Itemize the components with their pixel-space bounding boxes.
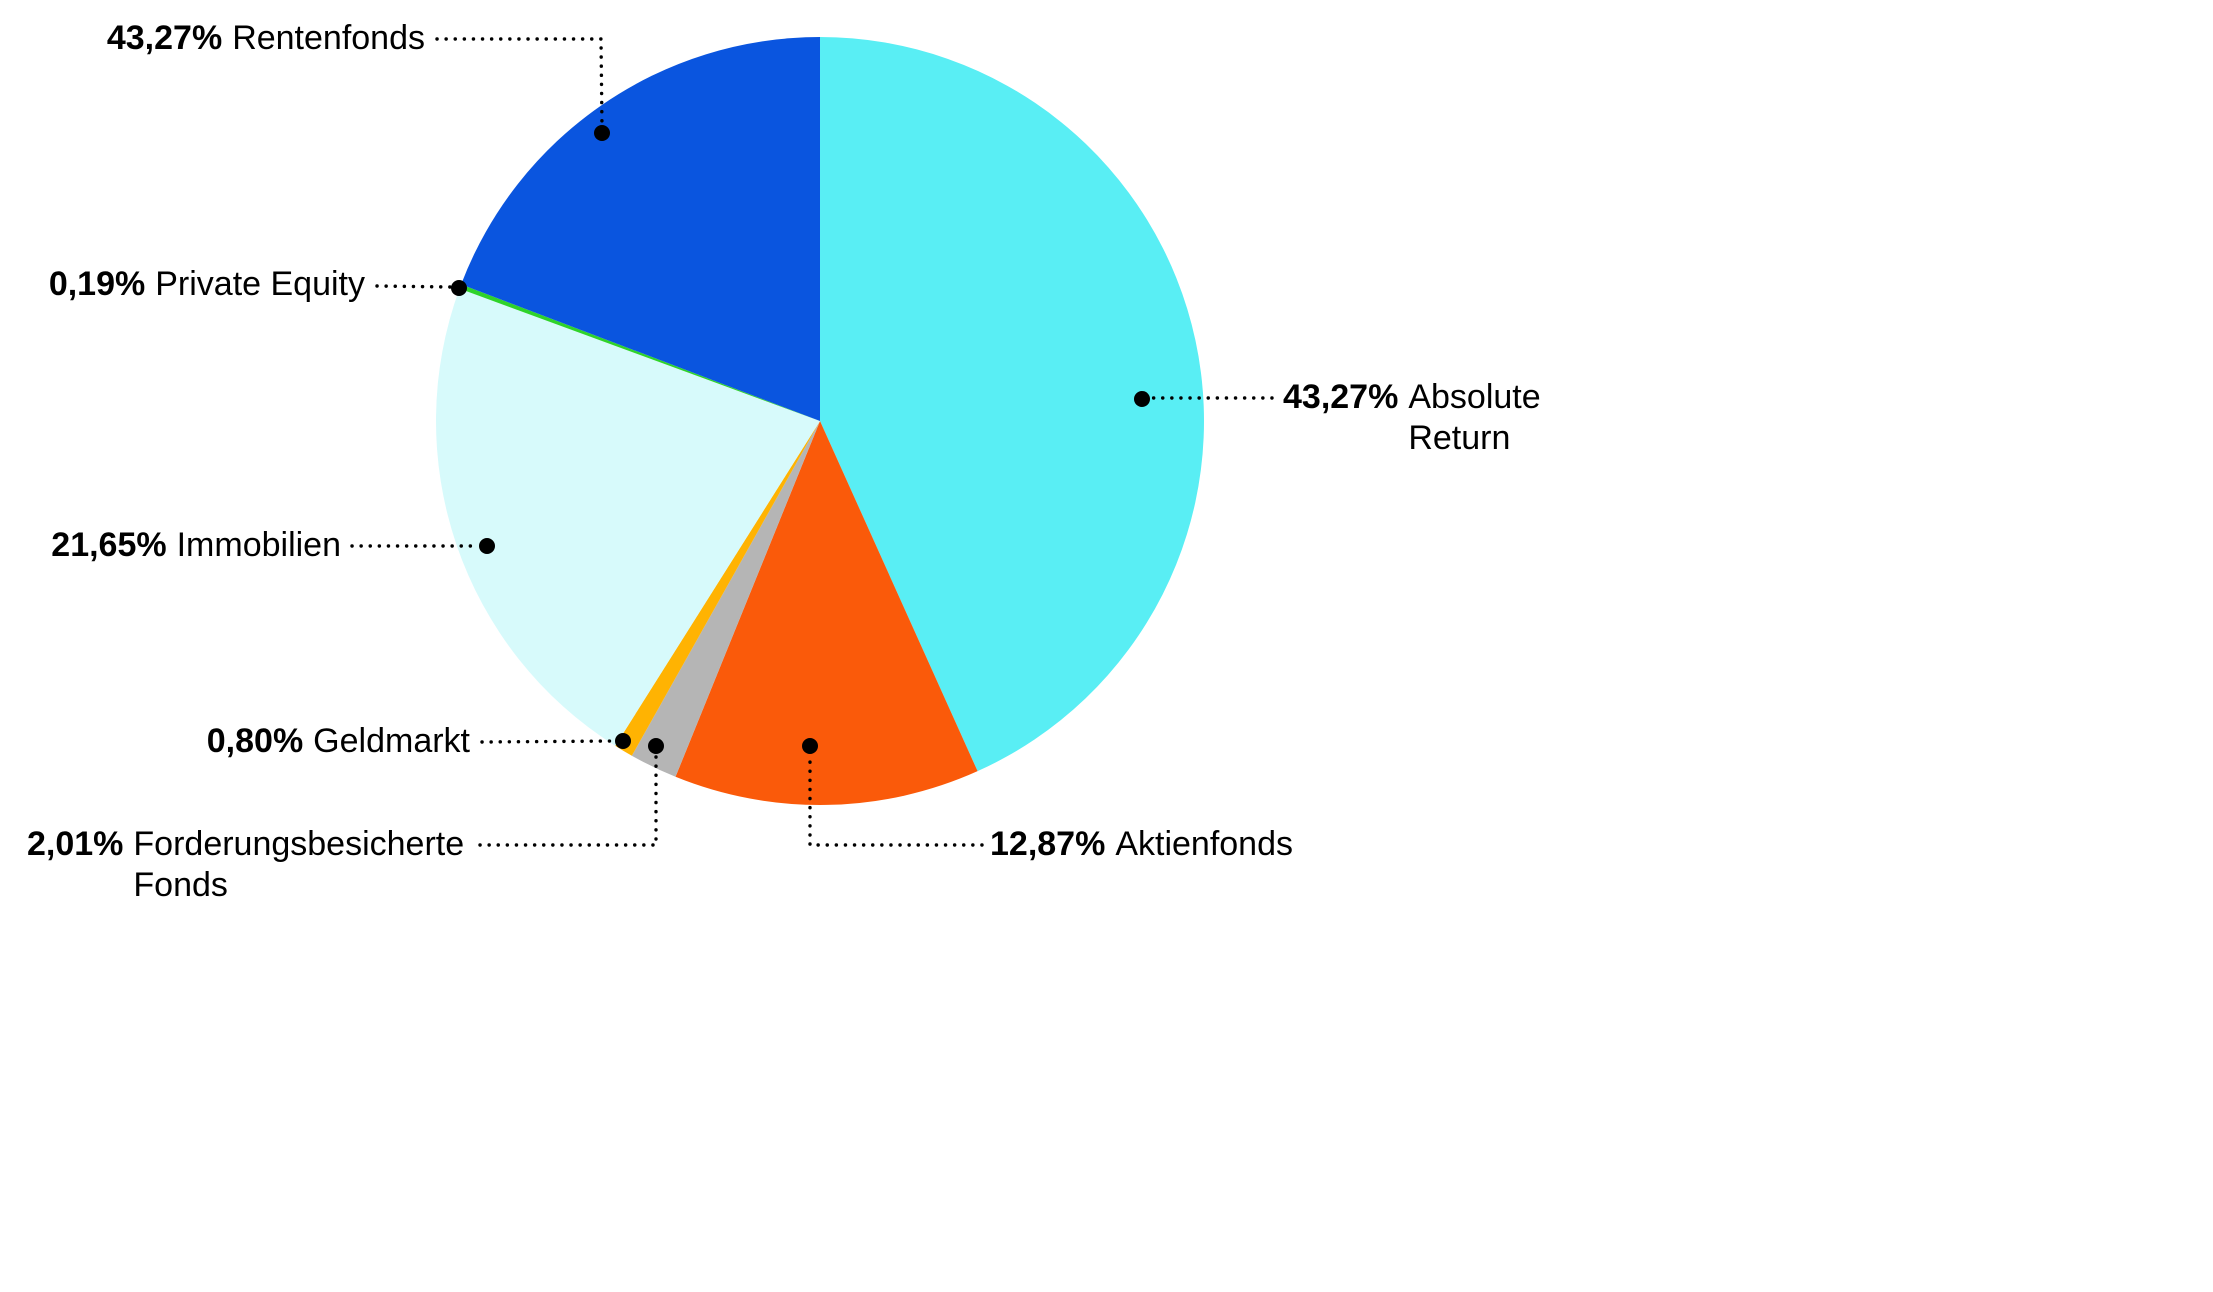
label-immobilien: 21,65% Immobilien <box>51 525 341 566</box>
label-rentenfonds-name: Rentenfonds <box>232 19 425 57</box>
label-aktienfonds: 12,87% Aktienfonds <box>990 824 1293 865</box>
leader-dot-aktienfonds <box>802 738 818 754</box>
label-aktienfonds-percent: 12,87% <box>990 825 1106 863</box>
label-forderungsbesicherte-fonds-percent: 2,01% <box>27 825 124 863</box>
leader-dot-private-equity <box>451 280 467 296</box>
label-rentenfonds: 43,27% Rentenfonds <box>107 18 425 59</box>
label-private-equity-name: Private Equity <box>155 265 365 303</box>
label-forderungsbesicherte-fonds-name: Forderungsbesicherte Fonds <box>133 825 465 904</box>
label-private-equity-percent: 0,19% <box>48 265 146 303</box>
label-absolute-return: 43,27% Absolute Return <box>1283 377 1566 459</box>
leader-line-aktienfonds <box>808 752 984 847</box>
label-forderungsbesicherte-fonds: 2,01% Forderungsbesicherte Fonds <box>27 824 478 906</box>
label-private-equity: 0,19% Private Equity <box>49 264 365 305</box>
leader-dot-rentenfonds <box>594 125 610 141</box>
label-rentenfonds-percent: 43,27% <box>106 19 223 57</box>
leader-dot-forderungsbesicherte-fonds <box>648 738 664 754</box>
leader-line-geldmarkt <box>480 739 616 744</box>
leader-line-rentenfonds <box>435 37 604 129</box>
label-geldmarkt: 0,80% Geldmarkt <box>207 721 470 762</box>
pie-slice-absolute-return <box>820 37 1205 772</box>
label-immobilien-name: Immobilien <box>176 526 341 564</box>
pie-slice-forderungsbesicherte-fonds <box>631 421 820 777</box>
label-geldmarkt-name: Geldmarkt <box>313 722 470 760</box>
pie-slice-rentenfonds <box>461 36 820 421</box>
pie-slice-aktienfonds <box>675 421 978 806</box>
leader-dot-absolute-return <box>1134 391 1150 407</box>
label-absolute-return-percent: 43,27% <box>1283 378 1399 416</box>
leader-line-private-equity <box>375 284 452 289</box>
label-immobilien-percent: 21,65% <box>51 526 167 564</box>
leader-line-forderungsbesicherte-fonds <box>478 752 658 847</box>
label-geldmarkt-percent: 0,80% <box>206 722 304 760</box>
label-aktienfonds-name: Aktienfonds <box>1115 825 1293 863</box>
pie-slice-private-equity <box>459 284 820 421</box>
leader-dot-immobilien <box>479 538 495 554</box>
label-absolute-return-name: Absolute Return <box>1408 378 1541 457</box>
pie-slice-immobilien <box>436 288 820 746</box>
leader-dot-geldmarkt <box>615 733 631 749</box>
pie-slice-geldmarkt <box>615 421 820 756</box>
